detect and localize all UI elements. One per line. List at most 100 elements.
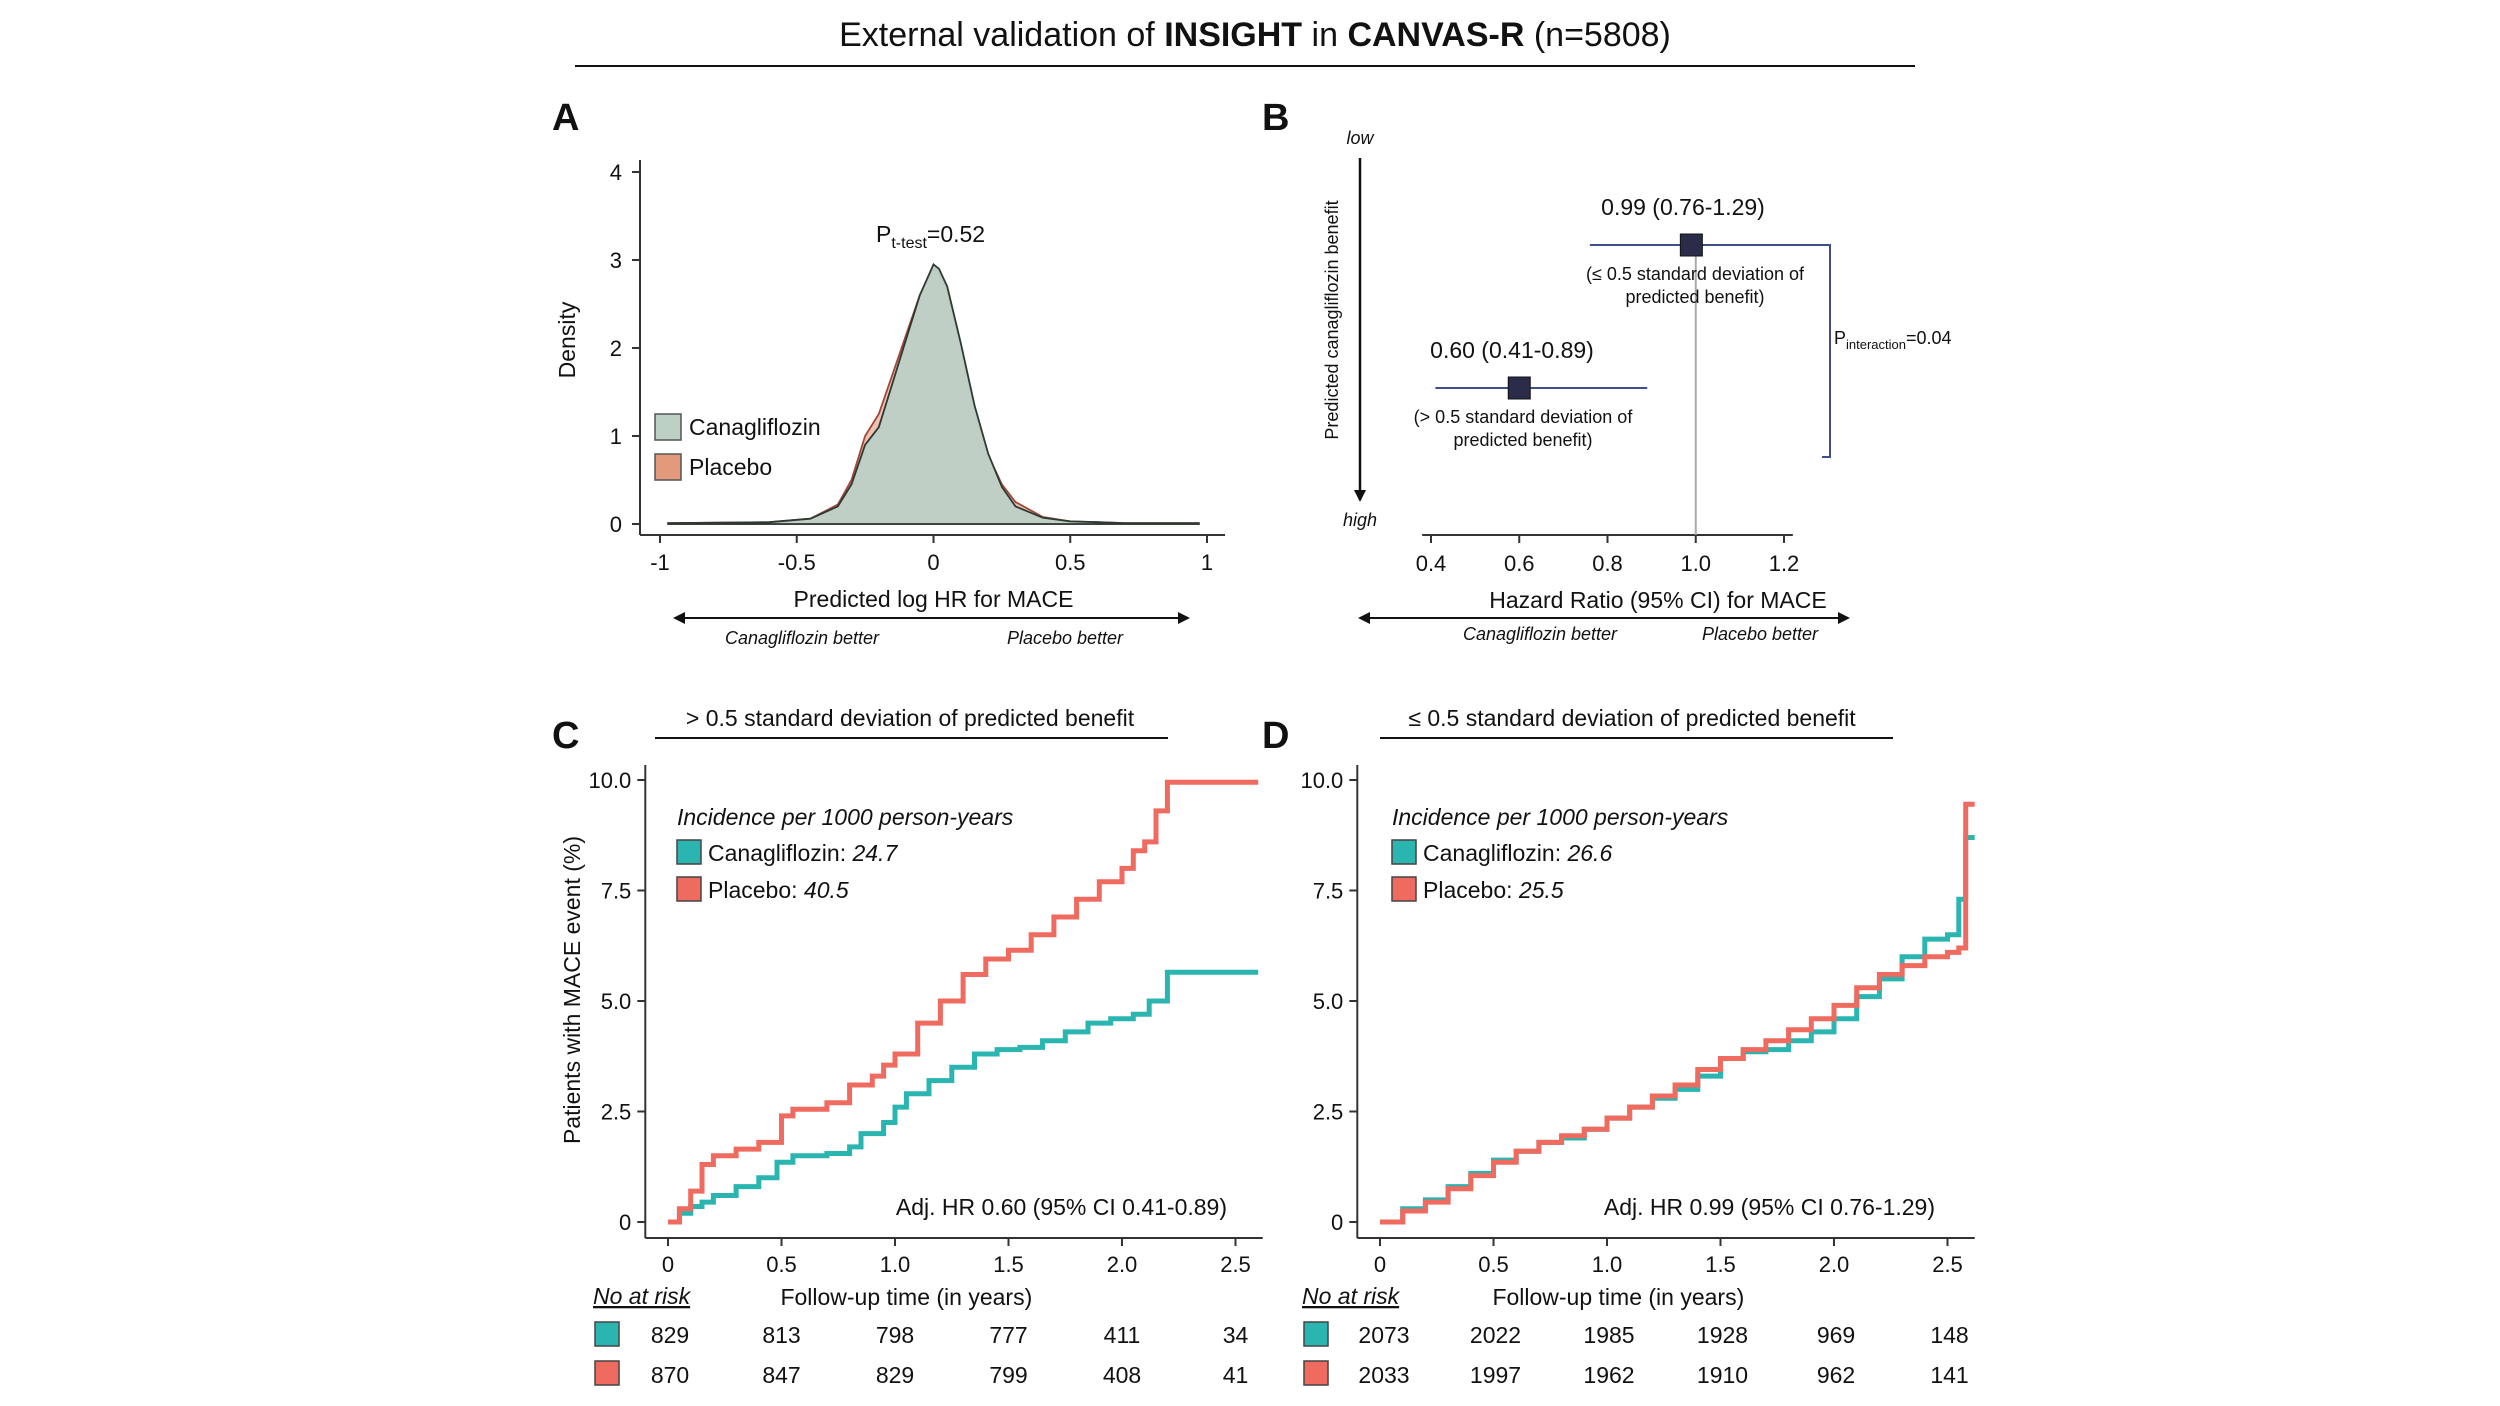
panel-c: C > 0.5 standard deviation of predicted … — [552, 705, 1263, 1388]
tick-label-km-x: 2.5 — [1220, 1252, 1251, 1277]
panel-b-yaxis-label: Predicted canagliflozin benefit — [1322, 200, 1342, 439]
axis-km-xlabel: Follow-up time (in years) — [780, 1284, 1032, 1310]
at-risk-placebo: 1997 — [1470, 1362, 1521, 1388]
legend-d-canagliflozin-value: 26.6 — [1566, 840, 1612, 866]
tick-label-km-y: 0 — [1331, 1210, 1343, 1235]
tick-label-km-x: 0 — [662, 1252, 674, 1277]
legend-d-canagliflozin-label: Canagliflozin: — [1423, 840, 1567, 866]
at-risk-placebo: 408 — [1103, 1362, 1141, 1388]
tick-label-km-x: 1.5 — [993, 1252, 1024, 1277]
panel-a-pvalue: Pt-test=0.52 — [876, 221, 985, 252]
hr-point — [1507, 376, 1531, 400]
panel-c-at-risk-title: No at risk — [593, 1283, 692, 1309]
at-risk-d-swatch-placebo — [1303, 1360, 1329, 1386]
tick-label-km-x: 1.0 — [1592, 1252, 1623, 1277]
axis-a-xlabel: Predicted log HR for MACE — [794, 586, 1074, 612]
legend-a-label-canagliflozin: Canagliflozin — [689, 414, 821, 440]
tick-label-a-x: 0 — [927, 550, 939, 575]
at-risk-placebo: 870 — [651, 1362, 689, 1388]
tick-label-km-y: 5.0 — [1313, 989, 1344, 1014]
legend-c-canagliflozin-label: Canagliflozin: — [708, 840, 852, 866]
panel-d-letter: D — [1262, 715, 1289, 757]
tick-label-km-x: 1.0 — [880, 1252, 911, 1277]
at-risk-canagliflozin: 2022 — [1470, 1322, 1521, 1348]
tick-label-a-x: 1 — [1201, 550, 1213, 575]
at-risk-c-rows: 829 870 813 847 798 829 777 799 411 408 34 41 — [651, 1322, 1249, 1388]
panel-b-letter: B — [1262, 97, 1289, 139]
at-risk-placebo: 962 — [1817, 1362, 1855, 1388]
at-risk-canagliflozin: 813 — [762, 1322, 800, 1348]
panel-a-canagliflozin-better: Canagliflozin better — [725, 628, 880, 648]
legend-c-placebo-label: Placebo: — [708, 877, 804, 903]
tick-label-b-x: 0.4 — [1416, 551, 1447, 576]
panel-a-p-val: =0.52 — [927, 221, 985, 247]
legend-c-placebo-value: 40.5 — [804, 877, 849, 903]
at-risk-d-swatch-canagliflozin — [1303, 1321, 1329, 1347]
panel-d-incidence-title: Incidence per 1000 person-years — [1392, 804, 1729, 830]
legend-c-canagliflozin: Canagliflozin: 24.7 — [708, 840, 898, 866]
hr-sublabel: (≤ 0.5 standard deviation of — [1586, 264, 1805, 284]
at-risk-canagliflozin: 1985 — [1583, 1322, 1634, 1348]
at-risk-placebo: 41 — [1223, 1362, 1249, 1388]
tick-label-km-x: 2.0 — [1107, 1252, 1138, 1277]
axis-km-ylabel: Patients with MACE event (%) — [559, 836, 585, 1144]
km-curve-placebo — [668, 779, 1259, 1225]
tick-label-a-y: 0 — [610, 512, 622, 537]
tick-label-b-x: 0.8 — [1592, 551, 1623, 576]
at-risk-d-rows: 2073 2033 2022 1997 1985 1962 1928 1910 969 962 14… — [1358, 1322, 1968, 1388]
at-risk-canagliflozin: 969 — [1817, 1322, 1855, 1348]
hr-sublabel: (> 0.5 standard deviation of — [1414, 407, 1634, 427]
at-risk-canagliflozin: 1928 — [1697, 1322, 1748, 1348]
at-risk-canagliflozin: 148 — [1930, 1322, 1968, 1348]
tick-label-km-y: 5.0 — [601, 989, 632, 1014]
axis-km-xlabel: Follow-up time (in years) — [1492, 1284, 1744, 1310]
at-risk-canagliflozin: 411 — [1104, 1322, 1141, 1348]
legend-c-placebo: Placebo: 40.5 — [708, 877, 849, 903]
legend-a-swatch-canagliflozin — [654, 413, 682, 441]
at-risk-placebo: 1910 — [1697, 1362, 1748, 1388]
panel-a-plot: 0 1 2 3 4 -1 -0.5 0 0.5 1 Predicted log HR for MAC… — [554, 160, 1225, 612]
panel-c-incidence-title: Incidence per 1000 person-years — [677, 804, 1014, 830]
legend-a-label-placebo: Placebo — [689, 454, 772, 480]
panel-d-hr-text: Adj. HR 0.99 (95% CI 0.76-1.29) — [1604, 1194, 1935, 1220]
tick-label-a-y: 2 — [610, 336, 622, 361]
legend-d-placebo-value: 25.5 — [1518, 877, 1564, 903]
tick-label-km-x: 2.5 — [1932, 1252, 1963, 1277]
tick-label-km-y: 10.0 — [588, 768, 631, 793]
tick-label-a-x: -1 — [650, 550, 670, 575]
legend-d-canagliflozin: Canagliflozin: 26.6 — [1423, 840, 1612, 866]
at-risk-placebo: 847 — [762, 1362, 800, 1388]
at-risk-canagliflozin: 777 — [989, 1322, 1027, 1348]
at-risk-c-swatch-placebo — [594, 1360, 620, 1386]
tick-label-km-y: 0 — [619, 1210, 631, 1235]
at-risk-placebo: 1962 — [1583, 1362, 1634, 1388]
at-risk-placebo: 829 — [876, 1362, 914, 1388]
axis-b-xlabel: Hazard Ratio (95% CI) for MACE — [1489, 587, 1826, 613]
tick-label-km-y: 2.5 — [1313, 1100, 1344, 1125]
tick-label-km-y: 7.5 — [601, 879, 632, 904]
hr-sublabel: predicted benefit) — [1625, 287, 1764, 307]
tick-label-km-x: 1.5 — [1705, 1252, 1736, 1277]
panel-b-placebo-better: Placebo better — [1702, 624, 1819, 644]
tick-label-km-x: 0.5 — [1478, 1252, 1509, 1277]
hr-sublabel: predicted benefit) — [1453, 430, 1592, 450]
axis-a-ylabel: Density — [554, 301, 580, 378]
legend-c-canagliflozin-value: 24.7 — [851, 840, 898, 866]
hr-label: 0.60 (0.41-0.89) — [1430, 337, 1594, 363]
at-risk-placebo: 141 — [1930, 1362, 1968, 1388]
at-risk-placebo: 2033 — [1358, 1362, 1409, 1388]
panel-b-p-val: =0.04 — [1906, 328, 1952, 348]
panel-a-p-main: P — [876, 221, 891, 247]
at-risk-canagliflozin: 798 — [876, 1322, 914, 1348]
legend-d-swatch-canagliflozin — [1391, 839, 1417, 865]
tick-label-a-y: 3 — [610, 248, 622, 273]
tick-label-km-x: 0.5 — [766, 1252, 797, 1277]
panel-c-header: > 0.5 standard deviation of predicted be… — [686, 705, 1135, 731]
km-curve-canagliflozin — [668, 969, 1259, 1225]
panel-c-hr-text: Adj. HR 0.60 (95% CI 0.41-0.89) — [896, 1194, 1227, 1220]
tick-label-b-x: 0.6 — [1504, 551, 1535, 576]
legend-d-swatch-placebo — [1391, 876, 1417, 902]
panel-a-letter: A — [552, 97, 579, 139]
interaction-bracket — [1822, 244, 1831, 458]
